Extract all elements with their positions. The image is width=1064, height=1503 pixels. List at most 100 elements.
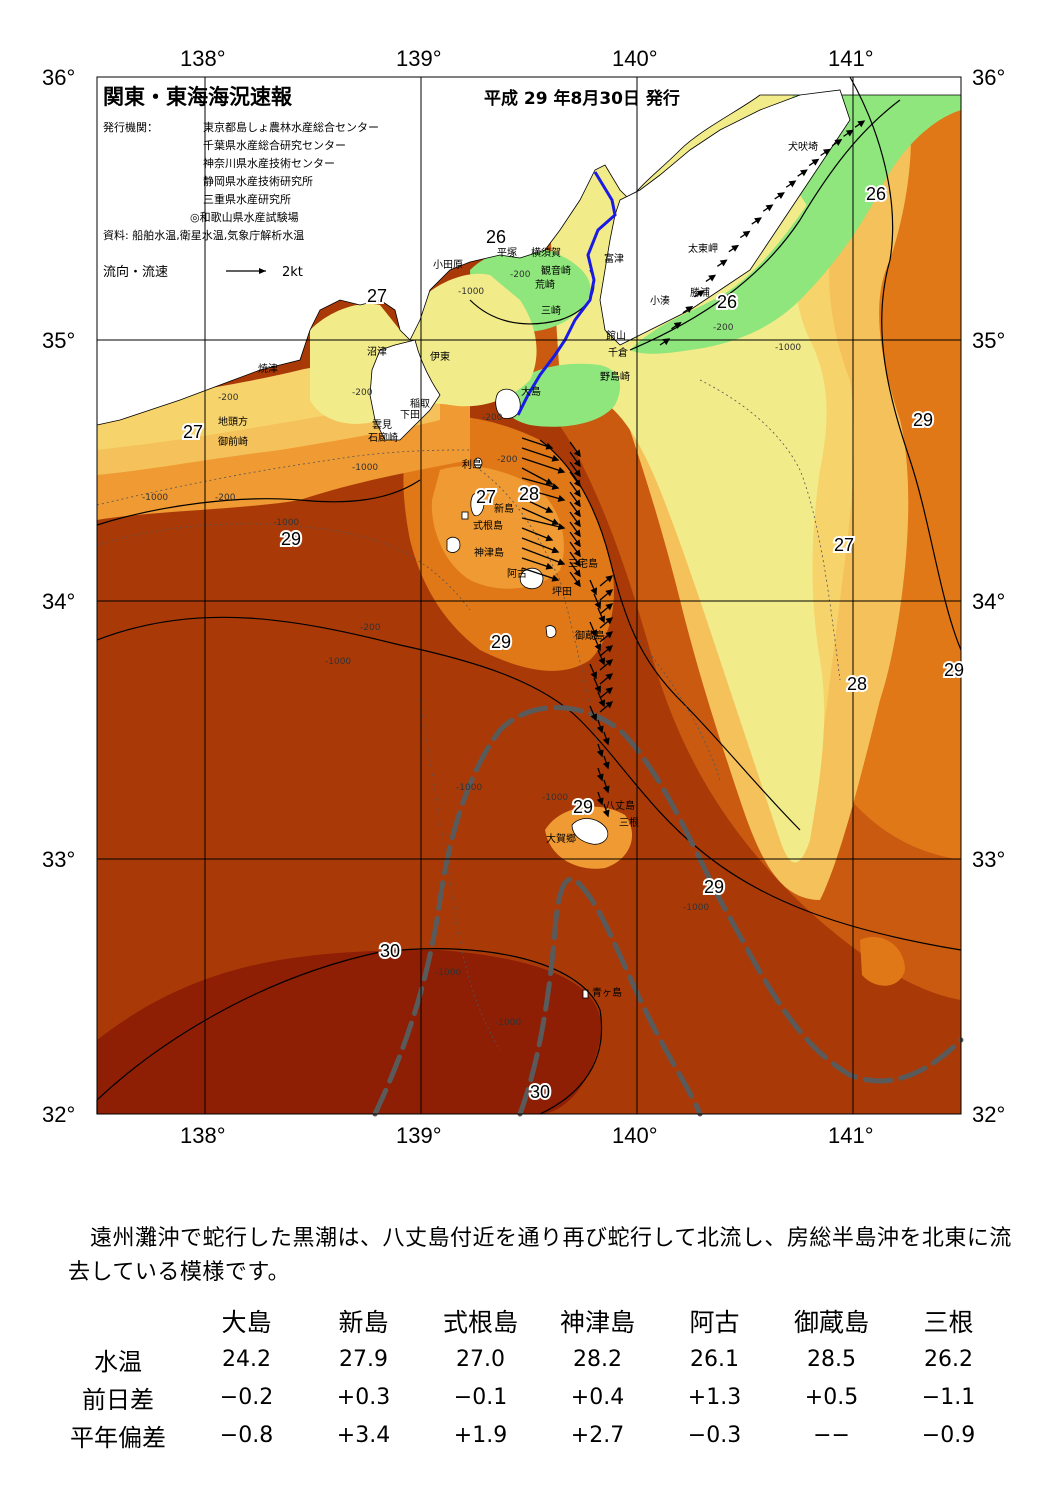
isotherm-label: 26: [866, 184, 886, 204]
diff-cell: +0.5: [804, 1384, 859, 1410]
current-vector-head: [857, 120, 866, 128]
latitude-ticks-right: 36° 35° 34° 33° 32°: [972, 65, 1005, 1127]
current-vector-head: [605, 617, 614, 625]
lat-tick: 32°: [972, 1102, 1005, 1127]
current-vector-head: [551, 518, 560, 525]
longitude-ticks-top: 138° 139° 140° 141°: [180, 46, 874, 71]
depth-label: -200: [482, 413, 503, 423]
depth-label: -1000: [775, 343, 801, 353]
current-vector-head: [696, 290, 705, 298]
current-vector-head: [573, 539, 581, 548]
current-vector-head: [551, 574, 560, 582]
current-vector-head: [573, 529, 581, 538]
current-vector-head: [596, 773, 604, 782]
current-vector-head: [754, 217, 762, 225]
current-vector-head: [545, 534, 554, 542]
current-vector-head: [573, 479, 581, 488]
place-label: 観音崎: [541, 264, 571, 277]
current-vector-head: [673, 322, 682, 329]
anomaly-cell: +1.9: [453, 1422, 508, 1448]
current-vector-head: [590, 671, 598, 680]
current-vector-head: [557, 495, 566, 502]
summary-text: 遠州灘沖で蛇行した黒潮は、八丈島付近を通り再び蛇行して北流し、房総半島沖を北東に…: [68, 1222, 1028, 1290]
current-vector-head: [811, 158, 820, 166]
current-vector-head: [596, 797, 604, 806]
current-vector-head: [742, 230, 751, 238]
current-vector-head: [605, 631, 614, 639]
station-header: 阿古: [689, 1308, 740, 1337]
current-vector-head: [573, 509, 581, 518]
station-header: 新島: [338, 1308, 389, 1337]
current-vector: [521, 537, 559, 553]
place-label: 青ヶ島: [592, 986, 622, 999]
isotherm-label: 29: [491, 632, 511, 652]
table-row: 前日差 −0.2 +0.3 −0.1 +0.4 +1.3 +0.5 −1.1: [48, 1378, 1007, 1416]
place-label: 御蔵島: [575, 629, 605, 642]
isotherm-label: 27: [367, 286, 387, 306]
current-vector-head: [605, 575, 614, 583]
current-vector-head: [605, 673, 614, 681]
temp-cell: 27.9: [339, 1346, 388, 1372]
temp-cell: 28.2: [573, 1346, 622, 1372]
isotherm-label: 29: [704, 877, 724, 897]
place-label: 小田原: [433, 259, 463, 271]
depth-label: -200: [497, 455, 518, 465]
current-vector: [521, 457, 565, 473]
lat-tick: 35°: [972, 328, 1005, 353]
current-vector-head: [605, 645, 614, 653]
current-vector-head: [573, 549, 581, 558]
current-vector-head: [573, 579, 581, 588]
issue-date: 平成 29 年8月30日 発行: [484, 88, 680, 109]
publisher-org: 東京都島しょ農林水産総合センター: [203, 120, 379, 134]
current-vector-head: [765, 204, 774, 212]
isotherm-labels: 26 27 27 29 27 28 29 29 30 30 29 26 26 2…: [181, 182, 966, 1104]
diff-cell: −0.1: [453, 1384, 508, 1410]
current-vector: [521, 547, 565, 565]
lat-tick: 36°: [42, 65, 75, 90]
current-vector: [521, 517, 565, 529]
isotherm-label: 26: [486, 227, 506, 247]
current-vector-head: [596, 749, 604, 758]
current-vector-head: [834, 138, 843, 146]
place-label: 勝浦: [690, 286, 710, 299]
sea-temperature-map: 138° 139° 140° 141° 138° 139° 140° 141° …: [42, 46, 1005, 1148]
kuroshio-axis: [372, 705, 964, 1117]
lat-tick: 33°: [42, 847, 75, 872]
isotherm-lines: [96, 76, 962, 1115]
place-label: 大島: [521, 385, 541, 398]
depth-label: -1000: [352, 463, 378, 473]
isotherm-label: 30: [380, 941, 400, 961]
current-vector-head: [573, 489, 581, 498]
station-header: 大島: [221, 1308, 272, 1337]
anomaly-cell: +2.7: [570, 1422, 625, 1448]
current-vector-head: [573, 499, 581, 508]
current-vector-head: [605, 687, 614, 695]
current-vector-head: [605, 659, 614, 667]
current-vector-head: [573, 569, 581, 578]
isotherm-label: 27: [476, 487, 496, 507]
current-vector-head: [545, 562, 554, 570]
place-label: 平塚: [497, 247, 517, 259]
station-header: 神津島: [559, 1308, 635, 1337]
depth-label: -1000: [435, 968, 461, 978]
place-label: 地頭方: [218, 415, 248, 428]
current-vector-head: [594, 643, 602, 652]
diff-cell: +1.3: [687, 1384, 742, 1410]
row-label: 水温: [94, 1347, 142, 1376]
place-label: 坪田: [552, 585, 572, 598]
current-vector-head: [685, 305, 694, 313]
current-vector-head: [557, 466, 566, 474]
anomaly-cell: +3.4: [336, 1422, 391, 1448]
depth-label: -200: [352, 388, 373, 398]
station-header: 三根: [923, 1308, 974, 1337]
current-vector-head: [799, 169, 808, 177]
lat-tick: 34°: [972, 589, 1005, 614]
current-vector-head: [598, 699, 606, 708]
current-vector-head: [545, 478, 554, 485]
place-label: 富津: [604, 252, 624, 265]
anomaly-cell: −0.9: [921, 1422, 976, 1448]
current-vector-head: [602, 761, 610, 770]
place-label: 雲見: [372, 419, 392, 431]
current-vector-head: [605, 589, 614, 597]
current-vector-head: [598, 615, 606, 624]
